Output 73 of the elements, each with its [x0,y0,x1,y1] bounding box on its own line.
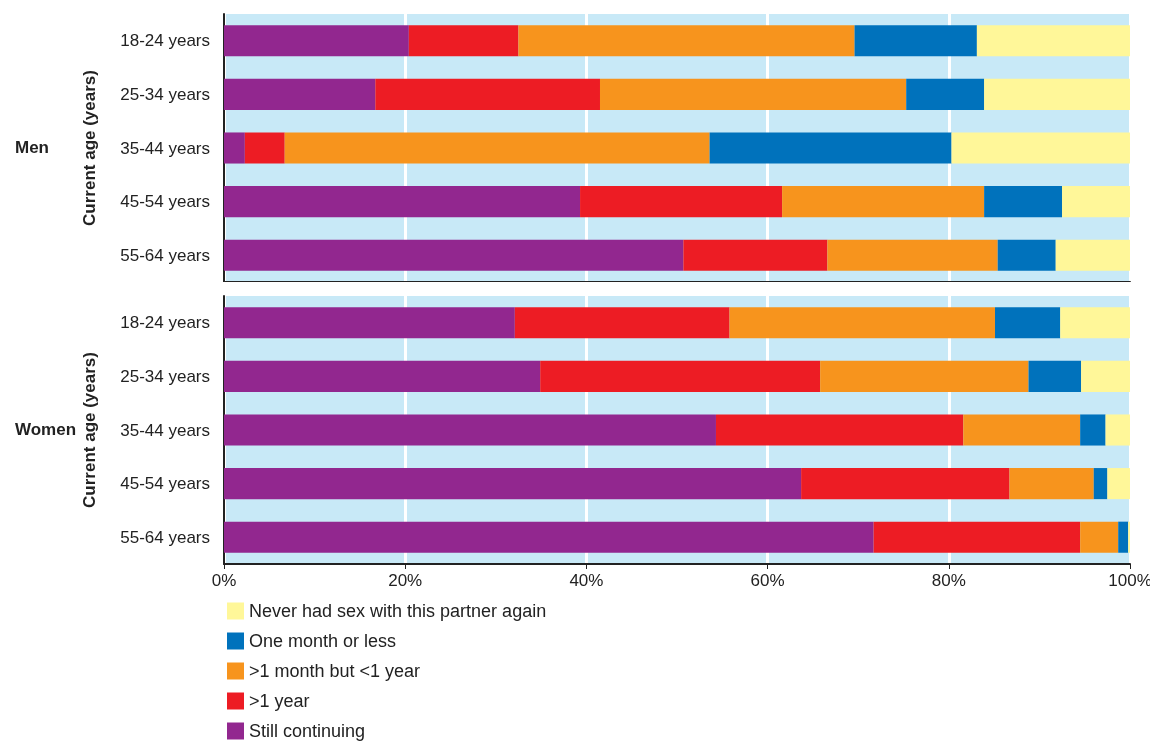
bar [224,25,409,57]
bar [1080,414,1106,446]
text: Men [15,138,49,157]
bar [1062,186,1130,218]
legend-label: >1 month but <1 year [249,661,421,681]
legend-label: >1 year [249,691,310,711]
bar [995,307,1061,339]
bar [1118,521,1129,553]
y-tick-label: 18-24 years [120,31,210,51]
bar [244,132,285,164]
y-tick-label: 45-54 years [120,192,210,212]
y-axis-title: Current age (years) [80,70,99,226]
bar [1093,468,1108,500]
bar [963,414,1081,446]
bar [1107,468,1130,500]
x-tick-label: 80% [931,571,966,590]
bar [1055,239,1130,271]
bar [997,239,1056,271]
bar [873,521,1081,553]
x-tick-label: 0% [211,571,237,590]
bar [951,132,1130,164]
bar [1105,414,1130,446]
bar [709,132,952,164]
bar [1009,468,1094,500]
bar [284,132,710,164]
bar [1080,521,1119,553]
bar [729,307,996,339]
legend-label: Never had sex with this partner again [249,601,547,621]
bar [580,186,783,218]
bar [715,414,964,446]
bar [224,468,802,500]
bar [224,132,245,164]
bar [599,78,907,110]
bar [976,25,1130,57]
bar [518,25,855,57]
bar [1081,360,1130,392]
bar [801,468,1010,500]
y-tick-label: 45-54 years [120,474,210,494]
bar [540,360,821,392]
bar [820,360,1029,392]
y-axis-title: Current age (years) [80,352,99,508]
y-tick-label: 25-34 years [120,84,210,104]
bar [224,360,541,392]
bar [906,78,985,110]
bar [984,186,1063,218]
bar [514,307,730,339]
y-tick-label: 18-24 years [120,313,210,333]
legend-label: One month or less [249,631,397,651]
bar [408,25,519,57]
bar [224,521,874,553]
text: Women [15,420,77,439]
bar [984,78,1130,110]
x-tick-label: 40% [569,571,604,590]
bar [224,78,376,110]
bar [224,414,716,446]
x-tick-label: 60% [750,571,785,590]
bar [782,186,985,218]
bar [1060,307,1130,339]
y-tick-label: 55-64 years [120,527,210,547]
y-tick-label: 25-34 years [120,366,210,386]
bar [1028,360,1082,392]
bar [375,78,600,110]
bar [854,25,977,57]
y-tick-label: 35-44 years [120,420,210,440]
y-tick-label: 55-64 years [120,245,210,265]
bar [827,239,998,271]
y-tick-label: 35-44 years [120,138,210,158]
bar [224,186,581,218]
x-tick-label: 20% [388,571,423,590]
legend-label: Still continuing [249,721,366,741]
bar [683,239,828,271]
bar [224,239,684,271]
bar [224,307,515,339]
